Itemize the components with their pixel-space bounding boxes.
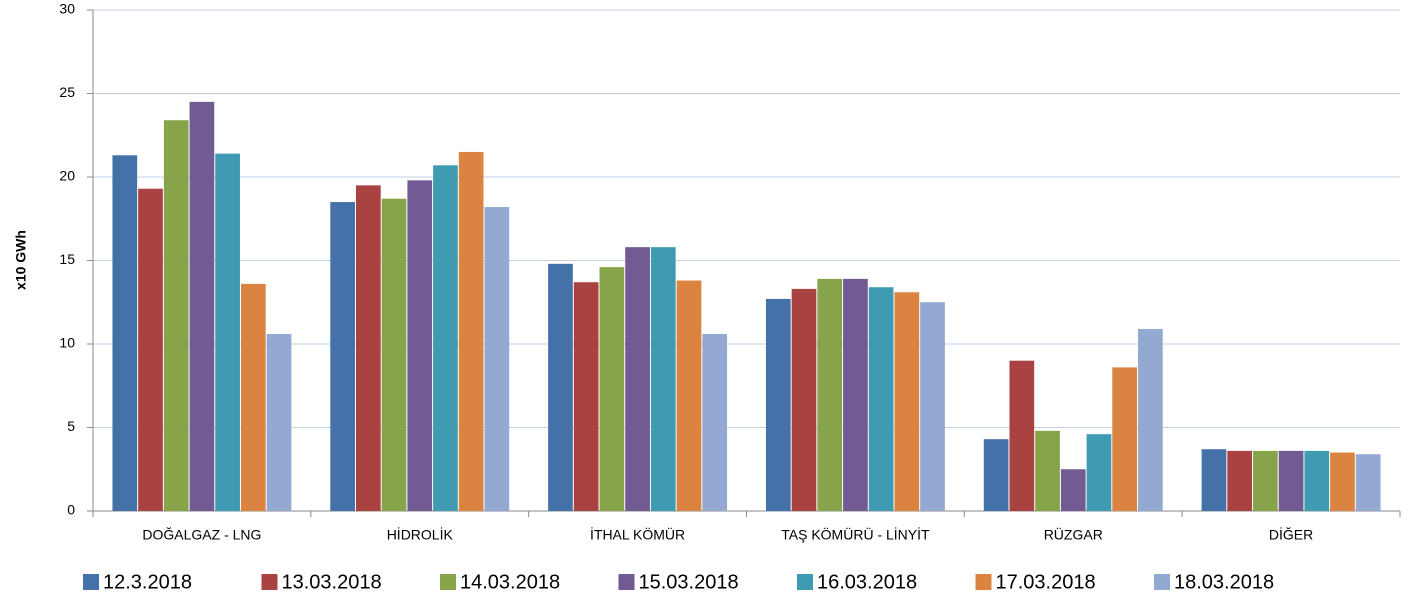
bar	[868, 287, 894, 511]
bar	[920, 302, 945, 511]
y-axis-label: x10 GWh	[13, 230, 29, 290]
bar	[1227, 450, 1253, 511]
bar	[650, 247, 676, 511]
x-tick-label: RÜZGAR	[1044, 526, 1103, 543]
legend-label: 13.03.2018	[282, 571, 382, 593]
bar	[355, 185, 381, 511]
legend-swatch	[797, 574, 813, 590]
bar	[765, 298, 791, 511]
legend-swatch	[83, 574, 99, 590]
bar	[1304, 450, 1330, 511]
bar	[407, 180, 433, 511]
y-tick-label: 30	[59, 1, 75, 17]
bar	[548, 263, 573, 511]
y-tick-label: 20	[59, 168, 75, 184]
bar	[266, 333, 292, 511]
bar	[484, 207, 510, 511]
legend-swatch	[1154, 574, 1170, 590]
x-tick-label: İTHAL KÖMÜR	[590, 526, 685, 543]
bar	[1355, 454, 1381, 511]
bar	[1253, 450, 1278, 511]
bar	[894, 292, 920, 511]
bar	[1330, 452, 1355, 511]
y-tick-label: 5	[67, 418, 75, 434]
bar	[1278, 450, 1304, 511]
bar	[1035, 430, 1060, 511]
bar	[381, 198, 407, 511]
legend-swatch	[618, 574, 635, 590]
bar	[433, 165, 458, 511]
bar	[676, 280, 702, 511]
x-tick-label: DOĞALGAZ - LNG	[142, 527, 261, 543]
bar	[189, 101, 215, 511]
bar	[573, 282, 599, 511]
bar	[1112, 367, 1138, 511]
y-tick-label: 25	[59, 84, 75, 100]
bar	[625, 247, 650, 511]
bar	[138, 188, 163, 511]
legend-swatch	[975, 574, 992, 590]
legend-swatch	[440, 574, 456, 590]
bar	[458, 151, 484, 511]
legend-label: 15.03.2018	[639, 571, 739, 593]
bar	[1060, 469, 1086, 511]
x-tick-label: TAŞ KÖMÜRÜ - LİNYİT	[781, 526, 930, 543]
legend-label: 18.03.2018	[1174, 571, 1274, 593]
bar	[163, 120, 189, 511]
legend-swatch	[261, 574, 278, 590]
bar	[702, 333, 728, 511]
bar	[330, 202, 355, 512]
bar	[240, 283, 266, 511]
y-tick-label: 15	[59, 251, 75, 267]
legend-label: 12.3.2018	[103, 571, 192, 593]
bar	[1138, 328, 1163, 511]
legend-label: 17.03.2018	[996, 571, 1096, 593]
bar	[843, 278, 868, 511]
bar	[1009, 360, 1035, 511]
legend-label: 16.03.2018	[817, 571, 917, 593]
y-tick-label: 0	[67, 502, 75, 518]
x-tick-label: HİDROLİK	[387, 526, 454, 543]
bar	[215, 153, 240, 511]
bar	[791, 288, 817, 511]
legend-label: 14.03.2018	[460, 571, 560, 593]
bar	[817, 278, 843, 511]
bar	[1086, 434, 1112, 511]
bar	[112, 155, 138, 512]
bar	[599, 267, 625, 511]
x-tick-label: DİĞER	[1269, 526, 1313, 543]
bar	[983, 439, 1009, 511]
y-tick-label: 10	[59, 335, 75, 351]
bar	[1201, 449, 1227, 511]
